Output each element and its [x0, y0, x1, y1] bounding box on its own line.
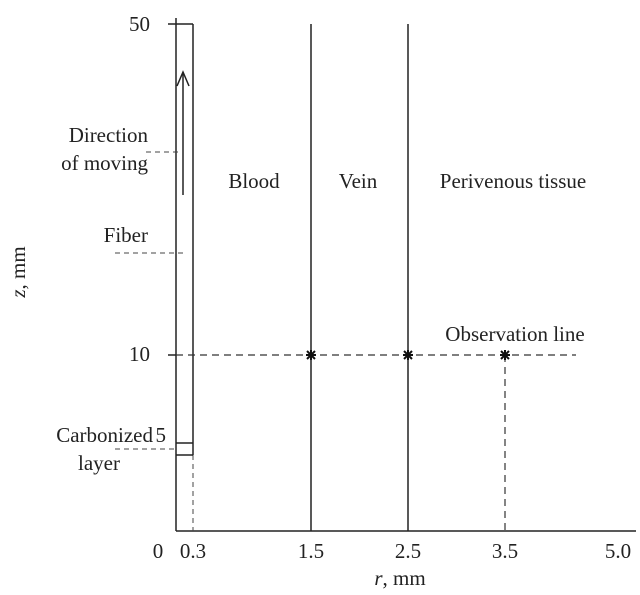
y-tick-label: 10 [129, 342, 150, 366]
x-axis-label: r, mm [374, 566, 425, 590]
axis-unit: , mm [6, 246, 30, 289]
annotation: Direction [69, 123, 149, 147]
observation-point [403, 350, 413, 360]
y-axis-label: z, mm [6, 246, 30, 298]
region-label: Blood [228, 169, 280, 193]
x-tick-label: 0.3 [180, 539, 206, 563]
y-tick-label: 5 [156, 423, 167, 447]
annotation: Fiber [104, 223, 148, 247]
axis-unit: , mm [383, 566, 426, 590]
x-tick-label: 3.5 [492, 539, 518, 563]
observation-point [306, 350, 316, 360]
observation-label: Observation line [445, 322, 584, 346]
axis-symbol: r [374, 566, 383, 590]
annotation: layer [78, 451, 120, 475]
region-label: Perivenous tissue [440, 169, 586, 193]
x-tick-label: 5.0 [605, 539, 631, 563]
region-label: Vein [339, 169, 378, 193]
arrow-head [176, 70, 190, 87]
annotation: Carbonized [56, 423, 153, 447]
y-tick-label: 50 [129, 12, 150, 36]
annotation: of moving [61, 151, 148, 175]
x-tick-label: 1.5 [298, 539, 324, 563]
x-tick-label: 0 [153, 539, 164, 563]
x-tick-label: 2.5 [395, 539, 421, 563]
observation-point [500, 350, 510, 360]
axis-symbol: z [6, 289, 30, 298]
